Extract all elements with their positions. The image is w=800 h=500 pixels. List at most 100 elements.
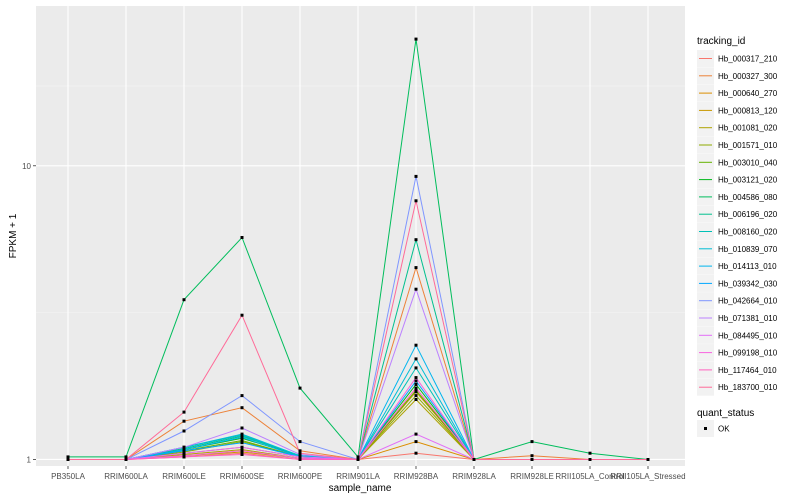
- x-tick-label: RRII105LA_Stressed: [610, 472, 685, 481]
- data-point: [414, 440, 418, 444]
- legend-title: tracking_id: [697, 36, 745, 47]
- data-point: [414, 432, 418, 436]
- legend-item: Hb_003010_040: [697, 153, 778, 171]
- data-point: [240, 441, 244, 445]
- data-point: [240, 313, 244, 317]
- data-point: [588, 451, 592, 455]
- y-tick-label: 1: [27, 455, 32, 464]
- y-tick-label: 10: [22, 162, 31, 171]
- legend-item: Hb_071381_010: [697, 309, 778, 327]
- data-point: [414, 174, 418, 178]
- data-point: [240, 236, 244, 239]
- data-point: [646, 458, 650, 461]
- data-point: [182, 298, 186, 302]
- data-point: [414, 386, 418, 390]
- data-point: [240, 406, 244, 410]
- data-point: [240, 435, 244, 439]
- panel-background: [36, 6, 685, 466]
- data-point: [124, 458, 128, 461]
- data-point: [182, 455, 186, 459]
- data-point: [298, 449, 302, 453]
- shape-legend-title: quant_status: [697, 408, 754, 419]
- legend-label: Hb_003010_040: [718, 158, 778, 167]
- data-point: [240, 439, 244, 442]
- data-point: [298, 440, 302, 444]
- legend-label: Hb_001081_020: [718, 124, 778, 133]
- data-point: [414, 398, 418, 401]
- data-point: [414, 287, 418, 291]
- data-point: [530, 458, 534, 461]
- data-point: [588, 458, 592, 461]
- data-point: [182, 419, 186, 423]
- legend-item: Hb_006196_020: [697, 205, 778, 223]
- data-point: [472, 458, 476, 461]
- legend-item: Hb_042664_010: [697, 292, 778, 310]
- major-grid: [36, 6, 685, 466]
- legend-label: Hb_008160_020: [718, 228, 778, 237]
- x-tick-label: RRIM928BA: [394, 472, 439, 481]
- data-point: [240, 445, 244, 449]
- legend-item: Hb_000327_300: [697, 67, 778, 85]
- data-point: [414, 357, 418, 361]
- x-tick-label: RRIM600LA: [104, 472, 148, 481]
- legend-label: Hb_000813_120: [718, 106, 778, 115]
- y-axis-title: FPKM + 1: [8, 213, 19, 258]
- data-point: [414, 343, 418, 347]
- legend-items: Hb_000317_210 Hb_000327_300 Hb_000640_270 H…: [697, 50, 778, 396]
- legend-item: Hb_010839_070: [697, 240, 778, 258]
- legend-item: Hb_000640_270: [697, 84, 778, 102]
- legend-label: Hb_071381_010: [718, 314, 778, 323]
- x-tick-label: RRIM901LA: [336, 472, 380, 481]
- shape-legend-key-point: [704, 427, 707, 430]
- legend-item: Hb_039342_030: [697, 274, 778, 292]
- data-point: [182, 451, 186, 455]
- legend-item: Hb_183700_010: [697, 378, 778, 396]
- legend-label: Hb_042664_010: [718, 297, 778, 306]
- legend-label: Hb_004586_080: [718, 193, 778, 202]
- data-point: [66, 458, 70, 461]
- data-point: [66, 455, 70, 459]
- shape-legend: quant_status OK: [697, 408, 754, 437]
- data-point: [414, 451, 418, 455]
- legend-label: Hb_039342_030: [718, 279, 778, 288]
- data-point: [298, 386, 302, 390]
- legend-label: Hb_014113_010: [718, 262, 777, 271]
- y-axis: 1 10: [22, 162, 36, 464]
- data-point: [182, 429, 186, 433]
- data-point: [414, 388, 418, 392]
- minor-grid: [36, 85, 685, 313]
- data-point: [414, 238, 418, 242]
- legend-item: Hb_014113_010: [697, 257, 777, 275]
- data-point: [414, 383, 418, 386]
- data-point: [414, 376, 418, 380]
- shape-legend-items: OK: [697, 420, 730, 437]
- data-point: [414, 379, 418, 383]
- data-point: [182, 410, 186, 414]
- legend-item: Hb_004586_080: [697, 188, 778, 206]
- data-point: [240, 394, 244, 398]
- data-point: [356, 458, 360, 461]
- legend-label: Hb_117464_010: [718, 366, 777, 375]
- x-axis: PB350LA RRIM600LA RRIM600LE RRIM600SE RRIM60…: [51, 466, 686, 481]
- legend-item: Hb_099198_010: [697, 344, 778, 362]
- legend-item: Hb_001081_020: [697, 119, 778, 137]
- data-point: [240, 449, 244, 453]
- legend-item: Hb_084495_010: [697, 326, 778, 344]
- data-point: [240, 432, 244, 436]
- legend-label: Hb_001571_010: [718, 141, 778, 150]
- legend-label: Hb_010839_070: [718, 245, 778, 254]
- x-tick-label: PB350LA: [51, 472, 85, 481]
- legend-label: Hb_000640_270: [718, 89, 778, 98]
- legend-item: Hb_001571_010: [697, 136, 778, 154]
- legend-item: Hb_000813_120: [697, 101, 778, 119]
- x-tick-label: RRII105LA_Control: [555, 472, 625, 481]
- x-tick-label: RRIM600PE: [278, 472, 322, 481]
- shape-legend-label: OK: [718, 425, 730, 434]
- legend-label: Hb_000317_210: [718, 55, 778, 64]
- x-tick-label: RRIM928LA: [452, 472, 496, 481]
- data-point: [182, 449, 186, 453]
- data-point: [530, 454, 534, 458]
- x-tick-label: RRIM600SE: [220, 472, 264, 481]
- legend-label: Hb_000327_300: [718, 72, 778, 81]
